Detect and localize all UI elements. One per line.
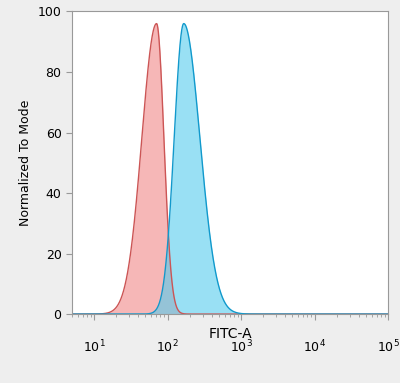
Text: $10^{3}$: $10^{3}$ <box>230 339 252 356</box>
X-axis label: FITC-A: FITC-A <box>208 327 252 341</box>
Text: $10^{2}$: $10^{2}$ <box>156 339 179 356</box>
Y-axis label: Normalized To Mode: Normalized To Mode <box>19 100 32 226</box>
Text: $10^{4}$: $10^{4}$ <box>303 339 326 356</box>
Text: $10^{5}$: $10^{5}$ <box>376 339 400 356</box>
Text: $10^{1}$: $10^{1}$ <box>83 339 106 356</box>
